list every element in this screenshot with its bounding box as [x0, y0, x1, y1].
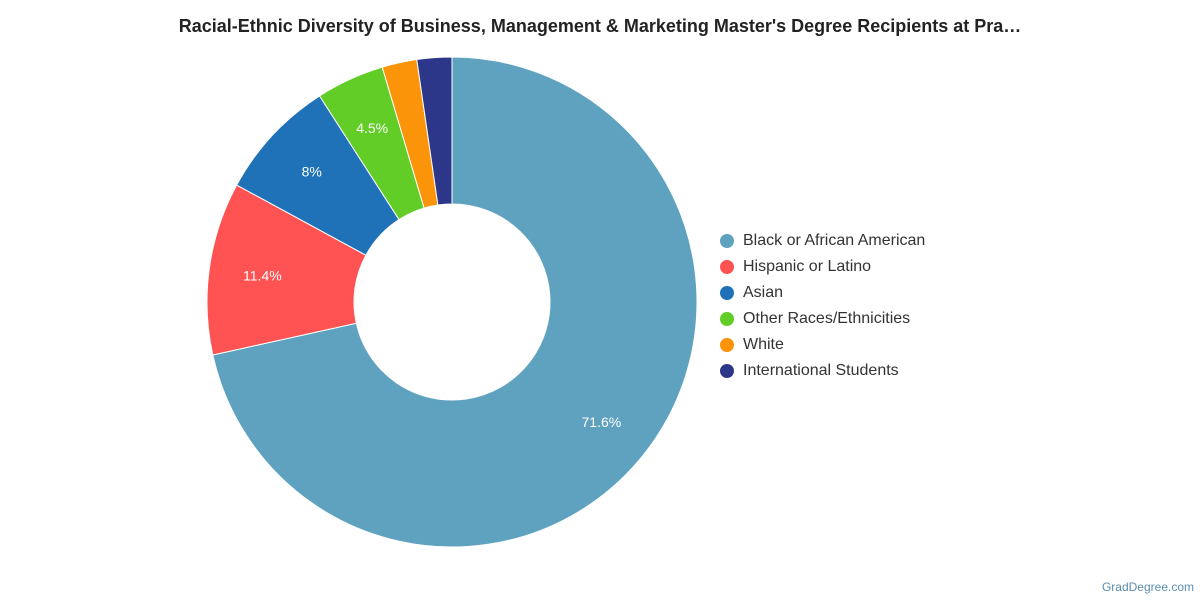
legend-swatch [720, 312, 734, 326]
legend-swatch [720, 286, 734, 300]
slice-label-1: 11.4% [243, 267, 282, 283]
legend-swatch [720, 234, 734, 248]
slice-5[interactable] [416, 56, 453, 206]
legend-label: White [743, 336, 784, 353]
slice-label-2: 8% [302, 164, 322, 180]
legend-label: International Students [743, 362, 899, 379]
slice-1[interactable] [206, 184, 367, 356]
legend-label: Other Races/Ethnicities [743, 310, 911, 327]
source-credit[interactable]: GradDegree.com [1101, 580, 1194, 594]
legend-item-5[interactable]: International Students [720, 358, 925, 384]
chart-legend: Black or African American Hispanic or Lat… [720, 228, 925, 384]
slice-0[interactable] [212, 56, 698, 548]
legend-label: Hispanic or Latino [743, 258, 872, 275]
legend-swatch [720, 338, 734, 352]
slice-label-0: 71.6% [581, 414, 621, 430]
legend-item-4[interactable]: White [720, 332, 925, 358]
chart-title: Racial-Ethnic Diversity of Business, Man… [178, 16, 1022, 36]
slice-label-3: 4.5% [356, 120, 388, 136]
legend-item-3[interactable]: Other Races/Ethnicities [720, 306, 925, 332]
legend-label: Black or African American [743, 232, 926, 249]
legend-swatch [720, 364, 734, 378]
legend-swatch [720, 260, 734, 274]
legend-item-0[interactable]: Black or African American [720, 228, 925, 254]
legend-label: Asian [743, 284, 784, 301]
legend-item-2[interactable]: Asian [720, 280, 925, 306]
legend-item-1[interactable]: Hispanic or Latino [720, 254, 925, 280]
